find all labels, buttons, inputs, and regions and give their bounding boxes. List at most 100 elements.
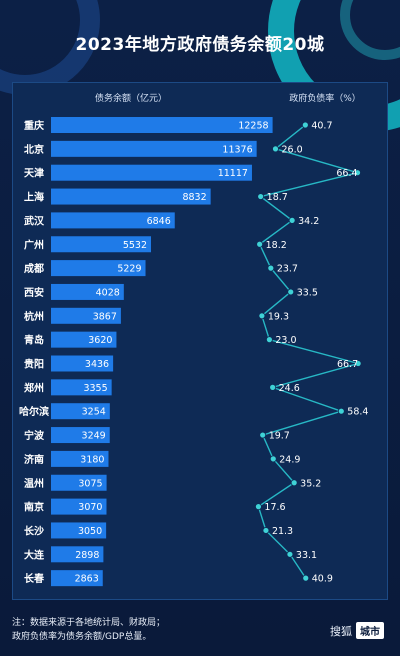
rate-value-label: 40.7	[311, 121, 332, 132]
rate-value-label: 26.0	[281, 144, 302, 155]
bar	[51, 379, 112, 396]
rate-point	[262, 527, 270, 534]
rate-point	[255, 503, 262, 511]
bar	[51, 331, 117, 348]
category-label: 武汉	[24, 214, 45, 227]
bar-value-label: 12258	[238, 121, 268, 132]
chart-panel: 债务余额（亿元） 政府负债率（%） 重庆 12258 北京 11376 天津 11117 上海 8…	[12, 82, 388, 600]
rate-value-label: 19.3	[268, 311, 289, 322]
rate-value-label: 58.4	[347, 407, 368, 418]
category-label: 青岛	[24, 334, 44, 347]
category-label: 贵阳	[24, 358, 44, 371]
bar	[51, 427, 110, 444]
category-label: 广州	[24, 238, 44, 251]
rate-value-label: 18.2	[266, 240, 287, 251]
rate-point	[269, 455, 277, 463]
bar-value-label: 5532	[123, 240, 147, 251]
rate-point	[301, 121, 309, 129]
bar	[51, 403, 110, 420]
footnote-line-1: 注：数据来源于各地统计局、财政局；	[12, 618, 166, 628]
bar	[51, 236, 152, 253]
category-label: 北京	[24, 143, 44, 156]
bar-value-label: 3180	[80, 454, 104, 465]
bar-value-label: 8832	[182, 192, 206, 203]
rate-value-label: 24.6	[279, 383, 300, 394]
bar	[51, 355, 114, 372]
bar-value-label: 3075	[78, 478, 102, 489]
bar	[51, 522, 107, 539]
footnote-line-2: 政府负债率为债务余额/GDP总量。	[12, 632, 152, 642]
bar-value-label: 6846	[147, 216, 171, 227]
rate-point	[256, 240, 264, 248]
rate-value-label: 19.7	[269, 431, 290, 442]
rate-value-label: 66.7	[337, 359, 358, 370]
category-label: 济南	[24, 453, 44, 466]
bar-value-label: 2898	[75, 550, 99, 561]
category-label: 成都	[24, 262, 44, 275]
bar-value-label: 5229	[117, 264, 141, 275]
category-label: 杭州	[24, 310, 44, 323]
rate-line	[257, 124, 361, 579]
rate-point	[302, 574, 310, 582]
rate-value-label: 24.9	[279, 454, 300, 465]
rate-value-label: 33.1	[296, 550, 317, 561]
rate-point	[287, 288, 295, 296]
rate-value-label: 21.3	[272, 526, 293, 537]
brand-logo: 搜狐 城市	[330, 622, 384, 639]
rate-point	[337, 407, 345, 415]
category-label: 哈尔滨	[19, 405, 49, 418]
rate-point	[257, 193, 265, 200]
category-label: 南京	[24, 501, 44, 514]
bar	[51, 498, 107, 515]
combo-chart: 债务余额（亿元） 政府负债率（%） 重庆 12258 北京 11376 天津 11117 上海 8…	[19, 92, 368, 587]
bar-value-label: 3249	[82, 431, 106, 442]
bar-value-label: 11117	[218, 168, 248, 179]
bar-series-label: 债务余额（亿元）	[95, 92, 167, 104]
bar-value-label: 4028	[96, 287, 120, 298]
footnote: 注：数据来源于各地统计局、财政局； 政府负债率为债务余额/GDP总量。	[12, 616, 165, 644]
bar	[51, 164, 252, 181]
bar-value-label: 3355	[83, 383, 107, 394]
category-label: 大连	[24, 548, 45, 561]
rate-point	[286, 550, 294, 558]
decorative-ring-inner	[340, 0, 400, 60]
bar	[51, 546, 104, 563]
bar	[51, 307, 121, 324]
bar-value-label: 3436	[85, 359, 109, 370]
category-label: 长春	[24, 572, 44, 585]
rate-point	[258, 312, 266, 320]
bar-value-label: 2863	[75, 574, 99, 585]
bar-value-label: 3050	[78, 526, 102, 537]
rate-value-label: 18.7	[267, 192, 288, 203]
bar-value-label: 3620	[88, 335, 112, 346]
bar-value-label: 3070	[78, 502, 102, 513]
category-label: 温州	[24, 477, 44, 490]
category-label: 天津	[24, 167, 44, 180]
rate-point	[290, 479, 298, 487]
rate-point	[288, 216, 296, 224]
rate-value-label: 23.7	[277, 264, 298, 275]
bar	[51, 117, 273, 133]
rate-value-label: 23.0	[275, 335, 296, 346]
bar	[51, 260, 146, 277]
brand-name: 搜狐	[330, 624, 352, 638]
rate-point	[259, 431, 267, 439]
rate-point	[265, 336, 273, 344]
rate-value-label: 40.9	[312, 574, 333, 585]
rate-point	[272, 145, 279, 153]
category-label: 上海	[24, 191, 44, 204]
rate-value-label: 34.2	[298, 216, 319, 227]
bar-value-label: 3254	[82, 407, 106, 418]
category-label: 宁波	[24, 429, 45, 442]
bar	[51, 450, 109, 467]
bar	[51, 212, 175, 229]
brand-tag: 城市	[356, 622, 384, 639]
rate-value-label: 33.5	[297, 287, 318, 298]
bar-value-label: 11376	[222, 144, 252, 155]
rate-value-label: 35.2	[300, 478, 321, 489]
rate-value-label: 66.4	[336, 168, 357, 179]
bar	[51, 188, 211, 205]
rate-point	[354, 169, 361, 177]
rate-point	[269, 383, 277, 391]
